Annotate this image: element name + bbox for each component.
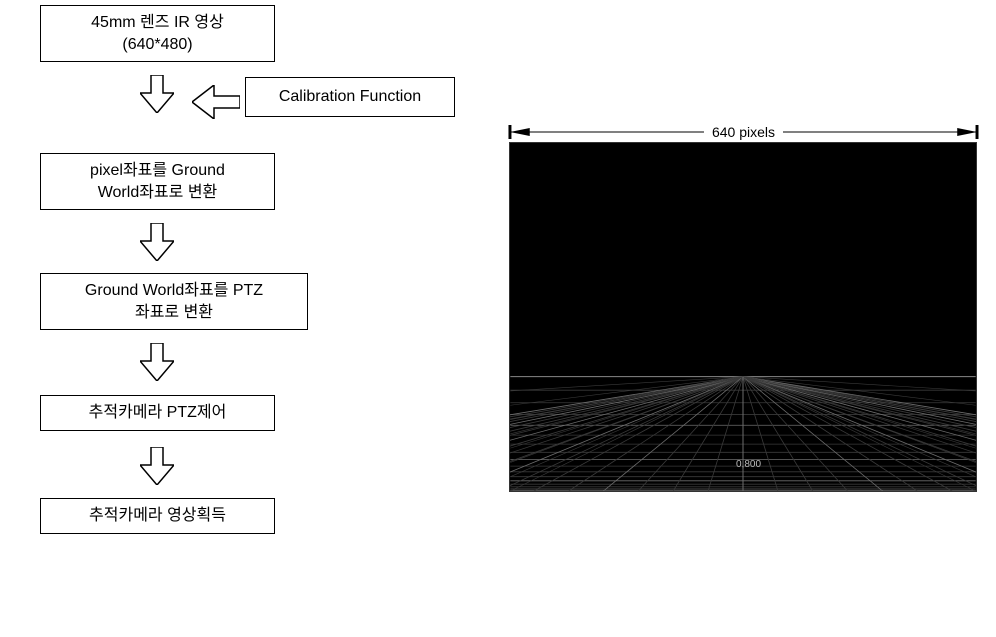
flow-node-text: 45mm 렌즈 IR 영상 xyxy=(91,14,224,31)
flow-node-text: (640*480) xyxy=(122,36,192,53)
dimension-row: 640 pixels xyxy=(506,124,981,140)
flow-node-world-to-ptz: Ground World좌표를 PTZ 좌표로 변환 xyxy=(40,273,308,330)
flow-node-text: 추적카메라 영상획득 xyxy=(89,507,226,524)
arrow-down-icon xyxy=(140,75,174,113)
flow-node-text: pixel좌표를 Ground xyxy=(90,162,225,179)
flow-node-text: 좌표로 변환 xyxy=(135,304,213,321)
dim-line-left xyxy=(506,125,704,139)
calibration-label: Calibration Function xyxy=(279,88,421,105)
flow-node-pixel-to-world: pixel좌표를 Ground World좌표로 변환 xyxy=(40,153,275,210)
flow-node-text: World좌표로 변환 xyxy=(98,184,218,201)
flow-node-ptz-control: 추적카메라 PTZ제어 xyxy=(40,395,275,431)
flow-node-text: Ground World좌표를 PTZ xyxy=(85,282,263,299)
ground-plane-viewport: 0,800 xyxy=(509,142,977,492)
flow-node-ir-image: 45mm 렌즈 IR 영상 (640*480) xyxy=(40,5,275,62)
ground-grid xyxy=(510,143,976,491)
right-panel: 640 pixels 0,800 xyxy=(506,124,981,492)
arrow-left-icon xyxy=(192,85,240,119)
flow-node-image-acquire: 추적카메라 영상획득 xyxy=(40,498,275,534)
arrow-down-icon xyxy=(140,447,174,485)
dim-line-right xyxy=(783,125,981,139)
flow-node-text: 추적카메라 PTZ제어 xyxy=(89,404,227,421)
origin-label: 0,800 xyxy=(736,459,761,470)
arrow-down-icon xyxy=(140,223,174,261)
arrow-down-icon xyxy=(140,343,174,381)
calibration-function-box: Calibration Function xyxy=(245,77,455,117)
dim-label: 640 pixels xyxy=(704,124,783,140)
